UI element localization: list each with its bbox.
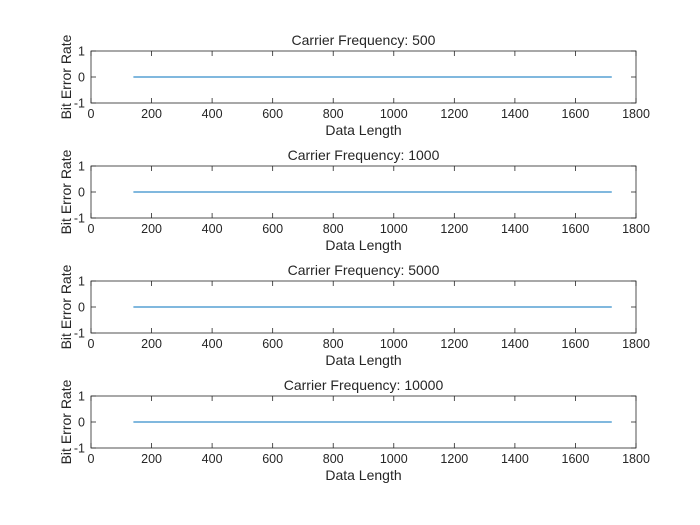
y-tick-label: 1 [78,160,85,174]
x-tick-label: 400 [202,337,223,351]
chart-title: Carrier Frequency: 5000 [288,262,440,278]
x-tick-label: 600 [262,222,283,236]
y-tick-label: 0 [78,301,85,315]
x-tick-label: 1200 [440,222,468,236]
y-tick-label: 0 [78,416,85,430]
x-tick-label: 1400 [501,337,529,351]
y-tick-label: -1 [74,442,85,456]
subplot-1: Carrier Frequency: 500 0 200 400 600 800 1000 1… [58,32,650,138]
y-tick-label: 1 [78,45,85,59]
y-tick-label: -1 [74,97,85,111]
x-tick-label: 800 [323,107,344,121]
x-tick-label: 800 [323,222,344,236]
x-tick-label: 1600 [562,222,590,236]
x-tick-label: 1400 [501,107,529,121]
y-axis-label: Bit Error Rate [58,149,74,234]
chart-title: Carrier Frequency: 500 [292,32,436,48]
x-tick-label: 1200 [440,107,468,121]
x-axis-label: Data Length [325,237,401,253]
x-tick-label: 1200 [440,452,468,466]
subplot-4: Carrier Frequency: 10000 0 200 400 600 800 100… [58,377,650,483]
x-tick-label: 1000 [380,222,408,236]
x-tick-label: 1400 [501,452,529,466]
x-tick-label: 600 [262,107,283,121]
subplot-3: Carrier Frequency: 5000 0 200 400 600 800 1000… [58,262,650,368]
x-tick-label: 1600 [562,337,590,351]
x-tick-label: 1000 [380,452,408,466]
x-tick-label: 0 [88,107,95,121]
x-tick-label: 200 [141,222,162,236]
y-tick-label: 0 [78,186,85,200]
x-tick-label: 1400 [501,222,529,236]
x-tick-label: 400 [202,222,223,236]
x-tick-label: 1800 [622,222,650,236]
y-axis-label: Bit Error Rate [58,379,74,464]
x-tick-label: 600 [262,337,283,351]
x-tick-label: 1000 [380,107,408,121]
x-tick-label: 800 [323,452,344,466]
x-tick-label: 400 [202,452,223,466]
chart-title: Carrier Frequency: 10000 [284,377,444,393]
x-axis-label: Data Length [325,122,401,138]
x-tick-label: 200 [141,107,162,121]
x-axis-label: Data Length [325,467,401,483]
x-tick-label: 1200 [440,337,468,351]
x-tick-label: 200 [141,337,162,351]
x-tick-label: 0 [88,222,95,236]
y-tick-label: 1 [78,275,85,289]
subplot-2: Carrier Frequency: 1000 0 200 400 600 800 1000… [58,147,650,253]
x-tick-label: 0 [88,452,95,466]
x-tick-label: 1600 [562,452,590,466]
x-tick-label: 1600 [562,107,590,121]
x-tick-label: 1800 [622,452,650,466]
y-tick-label: 1 [78,390,85,404]
y-tick-label: -1 [74,327,85,341]
y-tick-label: -1 [74,212,85,226]
x-tick-label: 1800 [622,107,650,121]
x-tick-label: 600 [262,452,283,466]
x-tick-label: 800 [323,337,344,351]
x-tick-label: 200 [141,452,162,466]
x-tick-label: 1800 [622,337,650,351]
x-tick-label: 1000 [380,337,408,351]
chart-title: Carrier Frequency: 1000 [288,147,440,163]
y-axis-label: Bit Error Rate [58,264,74,349]
x-axis-label: Data Length [325,352,401,368]
y-tick-label: 0 [78,71,85,85]
x-tick-label: 400 [202,107,223,121]
x-tick-label: 0 [88,337,95,351]
y-axis-label: Bit Error Rate [58,34,74,119]
